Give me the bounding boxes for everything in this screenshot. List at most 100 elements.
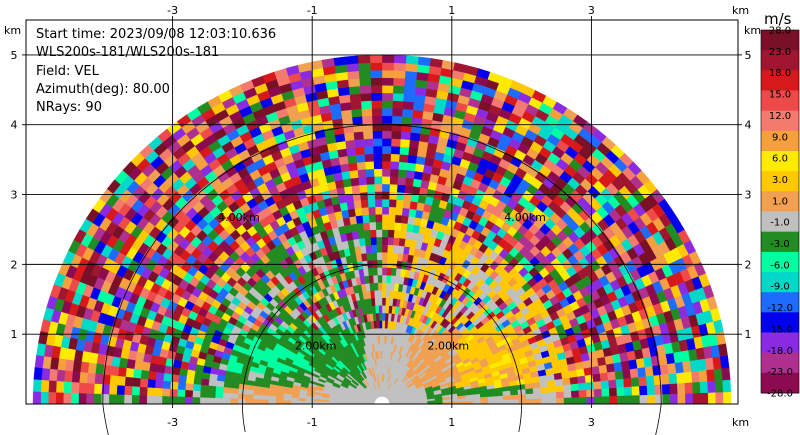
velocity-gate <box>601 395 610 404</box>
x-tick-label-bottom: -3 <box>167 416 178 429</box>
velocity-gate <box>162 380 171 390</box>
velocity-gate <box>388 206 397 215</box>
velocity-gate <box>342 178 352 188</box>
velocity-gate <box>392 100 404 110</box>
velocity-gate <box>347 162 358 172</box>
velocity-gate <box>33 367 43 381</box>
velocity-gate <box>344 139 356 149</box>
velocity-gate <box>375 236 383 245</box>
velocity-gate <box>674 361 685 374</box>
velocity-gate <box>138 395 148 404</box>
velocity-gate <box>385 274 392 284</box>
velocity-gate <box>361 206 370 216</box>
velocity-gate <box>378 312 383 321</box>
velocity-gate <box>620 360 631 371</box>
velocity-gate <box>362 130 373 140</box>
velocity-gate <box>351 116 363 125</box>
velocity-gate <box>407 215 416 225</box>
velocity-gate <box>391 107 403 117</box>
velocity-gate <box>34 355 45 369</box>
velocity-gate <box>401 207 410 217</box>
velocity-gate <box>396 184 406 193</box>
station-text: WLS200s-181/WLS200s-181 <box>36 45 220 61</box>
x-tick-label-top: -1 <box>307 4 318 17</box>
range-ring-tail <box>518 403 523 433</box>
x-tick-label-bottom: -1 <box>307 416 318 429</box>
velocity-gate <box>623 377 633 388</box>
y-tick-label-left: 2 <box>11 258 18 271</box>
y-unit-left: km <box>4 24 21 37</box>
x-tick-label-bottom: 1 <box>448 416 455 429</box>
velocity-gate <box>375 214 383 223</box>
velocity-gate <box>381 100 393 109</box>
velocity-gate <box>387 236 394 246</box>
velocity-gate <box>393 70 406 79</box>
velocity-gate <box>78 393 87 404</box>
velocity-gate <box>401 116 413 125</box>
velocity-gate <box>207 385 217 393</box>
velocity-gate <box>346 70 360 80</box>
velocity-gate <box>357 176 367 186</box>
velocity-gate <box>689 359 700 372</box>
velocity-gate <box>373 289 379 299</box>
velocity-gate <box>192 390 201 398</box>
velocity-gate <box>586 396 595 404</box>
velocity-gate <box>396 252 404 262</box>
velocity-gate <box>400 215 409 224</box>
velocity-gate <box>71 371 81 384</box>
velocity-gate <box>366 191 376 200</box>
velocity-gate <box>275 400 284 404</box>
velocity-gate <box>397 176 407 186</box>
velocity-gate <box>375 229 383 238</box>
velocity-gate <box>170 374 180 383</box>
velocity-gate <box>409 200 418 210</box>
velocity-gate <box>570 389 580 398</box>
velocity-gate <box>86 372 96 385</box>
velocity-gate <box>333 56 347 67</box>
velocity-gate <box>644 365 654 377</box>
velocity-gate <box>607 371 617 381</box>
velocity-gate <box>201 372 211 380</box>
y-tick-label-left: 3 <box>11 189 18 202</box>
colorbar-label: -9.0 <box>770 282 790 293</box>
velocity-gate <box>385 289 391 299</box>
velocity-gate <box>131 395 140 404</box>
velocity-gate <box>554 378 564 387</box>
velocity-gate <box>140 369 150 380</box>
velocity-gate <box>388 198 397 208</box>
velocity-gate <box>692 392 701 404</box>
velocity-gate <box>685 392 694 404</box>
velocity-gate <box>714 379 724 393</box>
azimuth-text: Azimuth(deg): 80.00 <box>36 81 170 97</box>
velocity-gate <box>230 398 239 404</box>
velocity-gate <box>392 244 399 254</box>
velocity-gate <box>305 398 315 402</box>
velocity-gate <box>488 399 497 404</box>
velocity-gate <box>584 374 594 383</box>
velocity-gate <box>384 320 389 329</box>
colorbar-label: -23.0 <box>767 367 793 378</box>
y-tick-label-right: 5 <box>745 49 752 62</box>
velocity-gate <box>169 388 178 398</box>
velocity-gate <box>376 259 383 268</box>
velocity-gate <box>376 267 383 276</box>
velocity-gate <box>63 392 72 404</box>
velocity-gate <box>381 115 393 124</box>
velocity-gate <box>260 395 269 401</box>
velocity-gate <box>358 184 368 193</box>
velocity-gate <box>412 178 422 188</box>
velocity-gate <box>357 62 371 72</box>
velocity-gate <box>338 94 351 104</box>
velocity-gate <box>404 70 418 80</box>
velocity-gate <box>163 365 174 375</box>
velocity-gate <box>351 184 361 194</box>
velocity-gate <box>429 58 443 68</box>
velocity-gate <box>177 389 186 398</box>
velocity-gate <box>367 198 376 208</box>
y-tick-label-left: 4 <box>11 119 18 132</box>
velocity-gate <box>147 379 156 389</box>
velocity-gate <box>540 392 550 399</box>
velocity-gate <box>169 381 179 390</box>
velocity-gate <box>178 368 188 377</box>
velocity-gate <box>630 376 640 387</box>
